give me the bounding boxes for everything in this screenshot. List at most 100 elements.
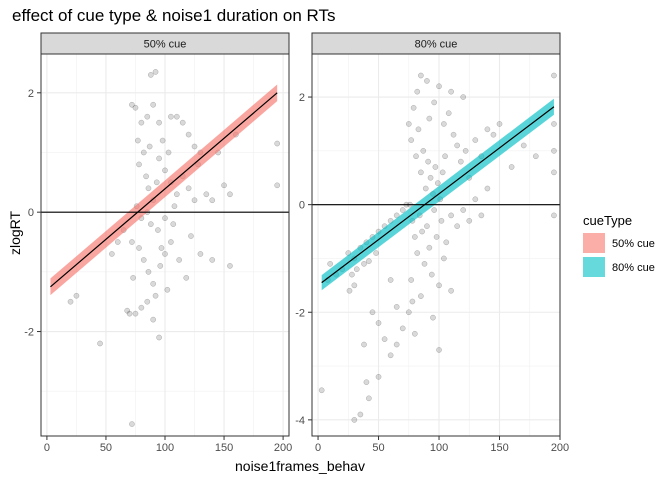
data-point [436,347,442,353]
data-point [138,304,145,311]
x-tick-label: 100 [156,442,174,454]
data-point [431,99,437,106]
data-point [421,261,428,267]
data-point [484,185,491,192]
data-point [425,158,431,165]
regression-line [50,92,278,288]
data-point [221,182,227,189]
data-point [409,298,416,305]
strip-label: 50% cue [144,39,187,51]
data-point [433,234,440,240]
data-point [176,257,182,263]
data-point [124,307,131,314]
data-point [145,185,152,192]
data-point [146,143,153,150]
data-point [168,239,174,245]
data-point [185,131,192,138]
data-point [156,119,162,126]
data-point [399,207,406,213]
data-point [442,153,448,160]
legend-label-1: 50% cue [612,238,655,250]
data-point [227,191,233,198]
data-point [448,212,454,219]
data-point [143,173,149,180]
data-point [381,336,388,342]
x-tick-label: 100 [430,442,448,454]
data-point [366,395,372,402]
x-tick-label: 50 [100,442,112,454]
data-point [448,88,454,95]
data-point [129,421,135,427]
data-point [405,121,412,127]
data-point [135,137,141,144]
legend-key-1 [583,233,605,253]
data-point [349,271,355,278]
data-point [148,72,154,78]
data-point [472,196,479,203]
data-point [490,131,497,138]
data-point [387,277,394,283]
data-point [520,142,527,149]
data-point [412,234,418,240]
data-point [472,137,479,143]
data-point [408,137,415,143]
x-tick-label: 0 [44,442,50,454]
data-point [132,310,139,317]
data-point [346,287,353,294]
data-point [413,153,419,160]
data-point [203,191,210,198]
data-point [197,251,204,257]
data-point [174,113,180,120]
data-point [150,316,156,323]
y-tick-label: -2 [295,307,305,319]
data-point [165,149,172,156]
x-tick-label: 50 [372,442,384,454]
data-point [150,280,156,287]
data-point [152,292,159,299]
regression-line [321,106,555,284]
data-point [387,352,394,359]
data-point [414,250,421,256]
y-axis-title: zlogRT [7,211,23,256]
data-point [164,286,171,293]
data-point [439,169,446,176]
data-point [274,140,280,147]
y-tick-label: 2 [299,92,305,104]
data-point [136,245,142,251]
data-point [405,309,412,316]
data-point [144,298,151,305]
data-point [183,275,190,281]
data-point [428,271,435,278]
data-point [418,169,424,176]
data-point [162,167,168,174]
x-tick-label: 0 [315,442,321,454]
data-point [327,261,333,267]
data-point [162,251,168,257]
data-point [408,277,415,283]
legend-key-2 [583,257,605,277]
strip-label: 80% cue [415,39,458,51]
data-point [168,113,174,120]
y-tick-label: -4 [295,415,305,427]
data-point [419,228,425,235]
data-point [454,223,460,229]
legend: cueType 50% cue 80% cue [583,213,655,277]
data-point [73,292,80,299]
y-tick-label: 2 [28,88,34,100]
data-point [460,94,467,100]
chart-title: effect of cue type & noise1 duration on … [12,6,336,25]
data-point [551,72,557,79]
data-point [366,258,372,264]
data-point [274,182,280,189]
data-point [157,263,164,269]
data-point [443,239,450,246]
data-point [109,251,115,257]
data-point [424,78,430,84]
data-point [484,126,491,133]
data-point [427,174,434,181]
data-point [393,212,400,219]
data-point [357,411,364,418]
y-tick-label: 0 [28,207,34,219]
data-point [369,309,376,316]
data-point [460,207,467,213]
